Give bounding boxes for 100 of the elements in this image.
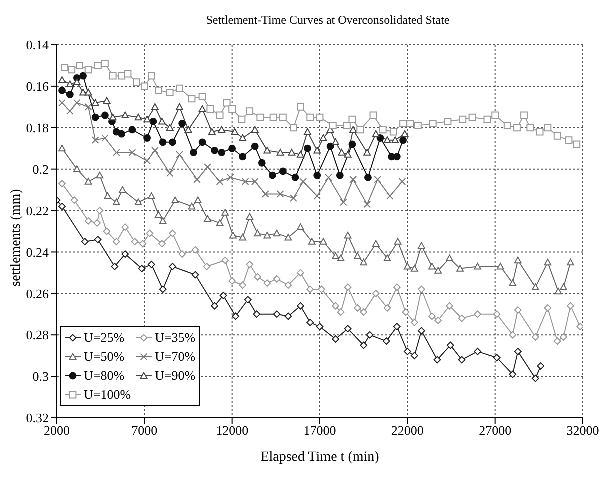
point (118, 72, 126, 80)
point (344, 232, 352, 239)
point (276, 190, 284, 198)
point (316, 114, 324, 122)
point (544, 258, 552, 266)
point (109, 72, 117, 80)
point (366, 331, 374, 339)
point (246, 260, 254, 268)
point (198, 106, 206, 112)
point (297, 269, 304, 277)
point (246, 213, 254, 220)
point (244, 296, 252, 304)
point (109, 114, 117, 121)
point (565, 136, 573, 144)
point (474, 263, 482, 270)
point (567, 302, 574, 310)
point (382, 338, 390, 346)
point (92, 99, 100, 106)
point (96, 172, 104, 179)
point (434, 267, 442, 274)
point (406, 120, 414, 128)
point (297, 224, 304, 230)
point (300, 178, 308, 186)
point (350, 126, 358, 134)
point (554, 338, 562, 346)
point (103, 228, 111, 236)
point (211, 302, 218, 310)
point (133, 78, 140, 86)
point (76, 62, 84, 70)
point (354, 252, 362, 260)
point (384, 254, 392, 262)
legend-label: U=35% (155, 330, 196, 346)
point (393, 323, 401, 331)
point (184, 126, 192, 134)
point (176, 151, 184, 159)
point (198, 138, 206, 146)
point (131, 238, 139, 246)
point (370, 112, 378, 120)
point (456, 265, 464, 272)
x-tick-label: 17000 (304, 423, 336, 438)
point (264, 280, 272, 288)
point (401, 130, 409, 138)
point (84, 103, 92, 111)
point (134, 114, 142, 121)
point (410, 318, 418, 326)
y-tick-label: 0.22 (26, 203, 49, 218)
point (251, 178, 259, 186)
point (73, 99, 81, 107)
point (103, 97, 111, 104)
point (58, 202, 66, 210)
point (273, 230, 281, 237)
point (188, 95, 196, 103)
point (159, 286, 167, 294)
point (203, 263, 211, 270)
point (218, 126, 226, 134)
point (276, 149, 284, 156)
point (102, 60, 109, 68)
x-tick-label: 22000 (391, 423, 424, 438)
point (228, 106, 236, 113)
point (297, 103, 304, 111)
point (332, 336, 340, 343)
point (264, 232, 272, 239)
point (410, 352, 418, 360)
point (176, 103, 184, 110)
point (337, 254, 345, 262)
point (251, 126, 259, 134)
point (194, 176, 201, 184)
point (308, 238, 316, 245)
point (253, 310, 261, 318)
point (429, 120, 437, 128)
point (404, 348, 412, 356)
point (84, 66, 92, 74)
point (102, 134, 109, 142)
point (537, 362, 545, 370)
point (166, 124, 174, 131)
point (306, 286, 314, 294)
point (68, 66, 76, 74)
point (122, 250, 130, 258)
point (434, 316, 442, 324)
point (306, 114, 314, 122)
point (166, 88, 174, 96)
point (384, 136, 392, 144)
point (198, 93, 206, 101)
point (493, 310, 501, 318)
x-axis-title: Elapsed Time t (min) (260, 450, 380, 465)
point (284, 312, 292, 320)
point (304, 128, 312, 136)
point (58, 76, 66, 84)
point (344, 325, 352, 333)
point (400, 136, 407, 144)
point (246, 108, 254, 116)
point (314, 172, 322, 180)
point (376, 134, 384, 142)
point (159, 138, 167, 146)
point (484, 116, 492, 124)
point (268, 172, 276, 180)
point (208, 128, 216, 136)
point (228, 278, 236, 285)
point (292, 174, 300, 182)
point (216, 178, 224, 186)
